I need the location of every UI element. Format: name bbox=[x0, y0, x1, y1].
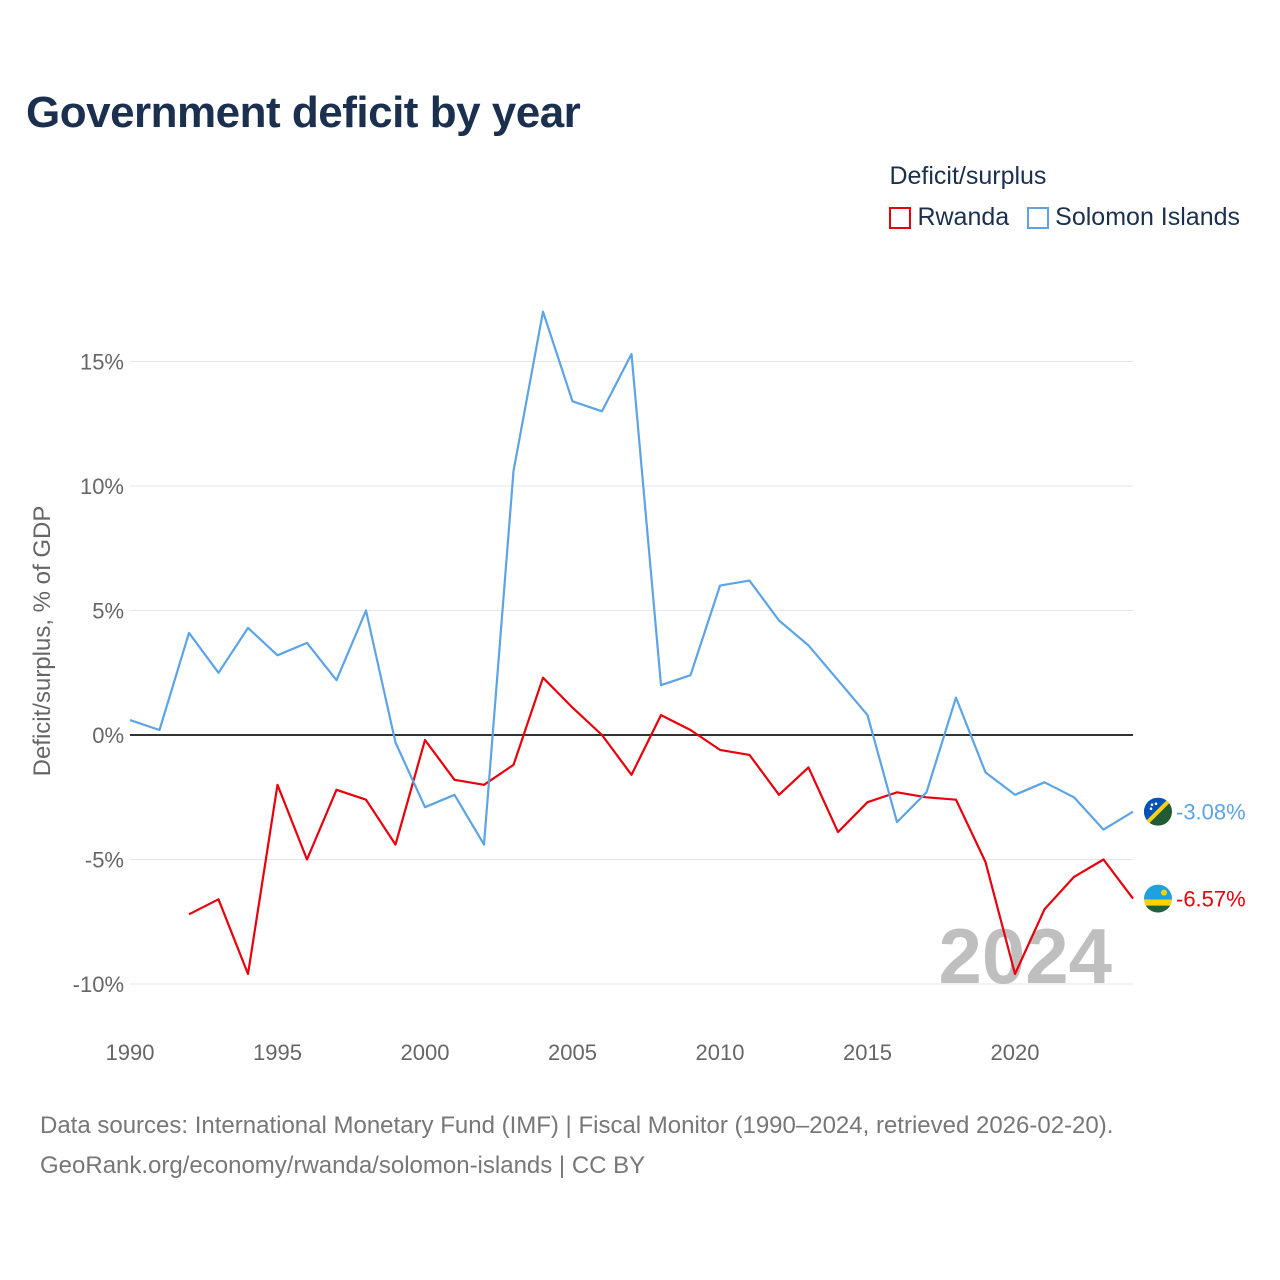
y-tick-label: 10% bbox=[80, 474, 124, 499]
y-tick-label: 15% bbox=[80, 350, 124, 375]
footer-link[interactable]: GeoRank.org/economy/rwanda/solomon-islan… bbox=[40, 1152, 646, 1179]
x-tick-label: 2000 bbox=[401, 1040, 450, 1065]
x-tick-label: 2020 bbox=[991, 1040, 1040, 1065]
y-tick-label: -10% bbox=[73, 972, 124, 997]
footer: Data sources: International Monetary Fun… bbox=[40, 1106, 1113, 1186]
y-axis-label: Deficit/surplus, % of GDP bbox=[29, 506, 56, 777]
legend-title: Deficit/surplus bbox=[889, 162, 1047, 190]
legend-item-rwanda[interactable]: Rwanda bbox=[889, 203, 1009, 232]
chart-title: Government deficit by year bbox=[26, 88, 581, 137]
series-line-solomon-islands[interactable] bbox=[129, 310, 1134, 846]
series-line-rwanda[interactable] bbox=[188, 676, 1134, 976]
legend-swatch-solomon-islands bbox=[1027, 206, 1050, 229]
legend-swatch-rwanda bbox=[889, 206, 912, 229]
y-tick-label: 0% bbox=[92, 723, 124, 748]
y-tick-label: 5% bbox=[92, 599, 124, 624]
legend-label-rwanda: Rwanda bbox=[917, 203, 1010, 231]
solomon-islands-flag-icon bbox=[1144, 797, 1172, 826]
x-tick-label: 1995 bbox=[253, 1040, 302, 1065]
end-label-rwanda: -6.57% bbox=[1176, 887, 1246, 912]
legend-item-solomon-islands[interactable]: Solomon Islands bbox=[1027, 203, 1240, 232]
end-label-solomon-islands: -3.08% bbox=[1176, 800, 1246, 825]
x-tick-label: 2015 bbox=[843, 1040, 892, 1065]
y-tick-label: -5% bbox=[85, 848, 124, 873]
rwanda-flag-icon bbox=[1144, 884, 1172, 913]
x-tick-label: 1990 bbox=[106, 1040, 155, 1065]
x-tick-label: 2005 bbox=[548, 1040, 597, 1065]
x-tick-label: 2010 bbox=[696, 1040, 745, 1065]
legend: Deficit/surplus Rwanda Solomon Islands bbox=[889, 162, 1240, 232]
legend-label-solomon-islands: Solomon Islands bbox=[1055, 203, 1240, 231]
footer-sources: Data sources: International Monetary Fun… bbox=[40, 1112, 1114, 1139]
year-marker: 2024 bbox=[938, 912, 1112, 1000]
